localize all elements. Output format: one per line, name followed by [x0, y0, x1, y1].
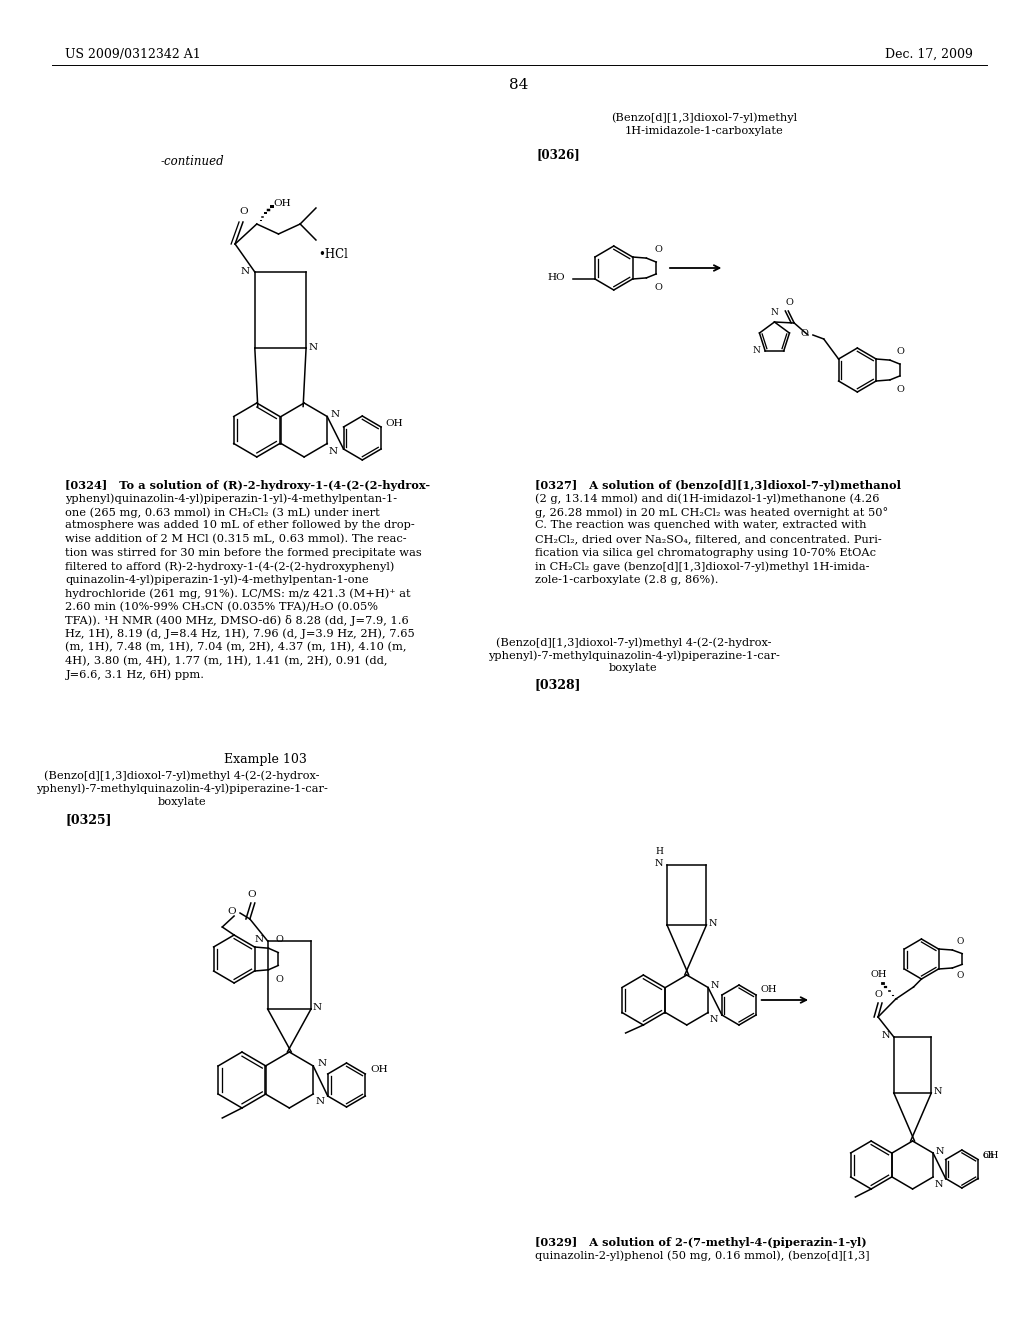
Text: one (265 mg, 0.63 mmol) in CH₂Cl₂ (3 mL) under inert: one (265 mg, 0.63 mmol) in CH₂Cl₂ (3 mL)…: [66, 507, 380, 517]
Text: N: N: [328, 446, 337, 455]
Text: quinazolin-4-yl)piperazin-1-yl)-4-methylpentan-1-one: quinazolin-4-yl)piperazin-1-yl)-4-methyl…: [66, 574, 369, 585]
Text: 1H-imidazole-1-carboxylate: 1H-imidazole-1-carboxylate: [625, 125, 783, 136]
Text: [0324]   To a solution of (R)-2-hydroxy-1-(4-(2-(2-hydrox-: [0324] To a solution of (R)-2-hydroxy-1-…: [66, 480, 431, 491]
Text: boxylate: boxylate: [158, 797, 206, 807]
Text: Dec. 17, 2009: Dec. 17, 2009: [885, 48, 973, 61]
Text: N: N: [313, 1003, 323, 1012]
Text: OH: OH: [760, 986, 776, 994]
Text: 4H), 3.80 (m, 4H), 1.77 (m, 1H), 1.41 (m, 2H), 0.91 (dd,: 4H), 3.80 (m, 4H), 1.77 (m, 1H), 1.41 (m…: [66, 656, 388, 665]
Text: tion was stirred for 30 min before the formed precipitate was: tion was stirred for 30 min before the f…: [66, 548, 422, 557]
Text: HO: HO: [548, 272, 565, 281]
Text: CH₂Cl₂, dried over Na₂SO₄, filtered, and concentrated. Puri-: CH₂Cl₂, dried over Na₂SO₄, filtered, and…: [535, 535, 882, 544]
Text: OH: OH: [371, 1064, 388, 1073]
Text: N: N: [933, 1088, 942, 1097]
Text: N: N: [315, 1097, 325, 1106]
Text: O: O: [897, 384, 905, 393]
Text: g, 26.28 mmol) in 20 mL CH₂Cl₂ was heated overnight at 50°: g, 26.28 mmol) in 20 mL CH₂Cl₂ was heate…: [535, 507, 888, 517]
Text: wise addition of 2 M HCl (0.315 mL, 0.63 mmol). The reac-: wise addition of 2 M HCl (0.315 mL, 0.63…: [66, 535, 408, 544]
Text: quinazolin-2-yl)phenol (50 mg, 0.16 mmol), (benzo[d][1,3]: quinazolin-2-yl)phenol (50 mg, 0.16 mmol…: [535, 1250, 869, 1261]
Text: OH: OH: [273, 199, 291, 209]
Text: yphenyl)-7-methylquinazolin-4-yl)piperazine-1-car-: yphenyl)-7-methylquinazolin-4-yl)piperaz…: [36, 783, 328, 793]
Text: US 2009/0312342 A1: US 2009/0312342 A1: [66, 48, 202, 61]
Text: [0327]   A solution of (benzo[d][1,3]dioxol-7-yl)methanol: [0327] A solution of (benzo[d][1,3]dioxo…: [535, 480, 901, 491]
Text: [0326]: [0326]: [537, 148, 581, 161]
Text: in CH₂Cl₂ gave (benzo[d][1,3]dioxol-7-yl)methyl 1H-imida-: in CH₂Cl₂ gave (benzo[d][1,3]dioxol-7-yl…: [535, 561, 869, 572]
Text: N: N: [710, 1015, 719, 1024]
Text: O: O: [654, 244, 663, 253]
Text: H: H: [655, 847, 664, 857]
Text: TFA)). ¹H NMR (400 MHz, DMSO-d6) δ 8.28 (dd, J=7.9, 1.6: TFA)). ¹H NMR (400 MHz, DMSO-d6) δ 8.28 …: [66, 615, 410, 626]
Text: N: N: [753, 346, 760, 355]
Text: O: O: [800, 329, 808, 338]
Text: OH: OH: [982, 1151, 998, 1160]
Text: oh: oh: [982, 1151, 994, 1160]
Text: zole-1-carboxylate (2.8 g, 86%).: zole-1-carboxylate (2.8 g, 86%).: [535, 574, 719, 585]
Text: atmosphere was added 10 mL of ether followed by the drop-: atmosphere was added 10 mL of ether foll…: [66, 520, 415, 531]
Text: N: N: [654, 859, 664, 869]
Text: O: O: [956, 937, 964, 946]
Text: C. The reaction was quenched with water, extracted with: C. The reaction was quenched with water,…: [535, 520, 866, 531]
Text: (Benzo[d][1,3]dioxol-7-yl)methyl 4-(2-(2-hydrox-: (Benzo[d][1,3]dioxol-7-yl)methyl 4-(2-(2…: [44, 770, 319, 780]
Text: N: N: [935, 1180, 943, 1189]
Text: (m, 1H), 7.48 (m, 1H), 7.04 (m, 2H), 4.37 (m, 1H), 4.10 (m,: (m, 1H), 7.48 (m, 1H), 7.04 (m, 2H), 4.3…: [66, 642, 407, 652]
Text: N: N: [711, 981, 720, 990]
Text: OH: OH: [870, 970, 887, 979]
Text: O: O: [227, 907, 237, 916]
Text: N: N: [255, 936, 264, 945]
Text: (2 g, 13.14 mmol) and di(1H-imidazol-1-yl)methanone (4.26: (2 g, 13.14 mmol) and di(1H-imidazol-1-y…: [535, 494, 880, 504]
Text: O: O: [275, 935, 284, 944]
Text: [0329]   A solution of 2-(7-methyl-4-(piperazin-1-yl): [0329] A solution of 2-(7-methyl-4-(pipe…: [535, 1237, 866, 1247]
Text: (Benzo[d][1,3]dioxol-7-yl)methyl 4-(2-(2-hydrox-: (Benzo[d][1,3]dioxol-7-yl)methyl 4-(2-(2…: [496, 638, 771, 648]
Text: O: O: [248, 890, 256, 899]
Text: yphenyl)-7-methylquinazolin-4-yl)piperazine-1-car-: yphenyl)-7-methylquinazolin-4-yl)piperaz…: [487, 649, 779, 660]
Text: boxylate: boxylate: [609, 663, 657, 673]
Text: N: N: [330, 411, 339, 418]
Text: filtered to afford (R)-2-hydroxy-1-(4-(2-(2-hydroxyphenyl): filtered to afford (R)-2-hydroxy-1-(4-(2…: [66, 561, 395, 572]
Text: hydrochloride (261 mg, 91%). LC/MS: m/z 421.3 (M+H)⁺ at: hydrochloride (261 mg, 91%). LC/MS: m/z …: [66, 587, 411, 598]
Text: O: O: [275, 974, 284, 983]
Text: O: O: [897, 346, 905, 355]
Text: O: O: [874, 990, 882, 999]
Text: yphenyl)quinazolin-4-yl)piperazin-1-yl)-4-methylpentan-1-: yphenyl)quinazolin-4-yl)piperazin-1-yl)-…: [66, 494, 397, 504]
Text: N: N: [317, 1060, 327, 1068]
Text: O: O: [956, 972, 964, 981]
Text: Hz, 1H), 8.19 (d, J=8.4 Hz, 1H), 7.96 (d, J=3.9 Hz, 2H), 7.65: Hz, 1H), 8.19 (d, J=8.4 Hz, 1H), 7.96 (d…: [66, 628, 415, 639]
Text: O: O: [785, 298, 794, 308]
Text: (Benzo[d][1,3]dioxol-7-yl)methyl: (Benzo[d][1,3]dioxol-7-yl)methyl: [611, 112, 798, 123]
Text: O: O: [654, 282, 663, 292]
Text: N: N: [882, 1031, 890, 1040]
Text: J=6.6, 3.1 Hz, 6H) ppm.: J=6.6, 3.1 Hz, 6H) ppm.: [66, 669, 205, 680]
Text: 2.60 min (10%-99% CH₃CN (0.035% TFA)/H₂O (0.05%: 2.60 min (10%-99% CH₃CN (0.035% TFA)/H₂O…: [66, 602, 379, 611]
Text: fication via silica gel chromatography using 10-70% EtOAc: fication via silica gel chromatography u…: [535, 548, 876, 557]
Text: -continued: -continued: [160, 154, 224, 168]
Text: 84: 84: [509, 78, 528, 92]
Text: [0328]: [0328]: [535, 678, 582, 690]
Text: Example 103: Example 103: [224, 752, 307, 766]
Text: OH: OH: [385, 418, 402, 428]
Text: N: N: [241, 267, 250, 276]
Text: N: N: [308, 342, 317, 351]
Text: N: N: [936, 1147, 944, 1155]
Text: N: N: [770, 308, 778, 317]
Text: O: O: [240, 207, 248, 216]
Text: [0325]: [0325]: [66, 813, 112, 826]
Text: •HCl: •HCl: [317, 248, 348, 260]
Text: N: N: [709, 920, 717, 928]
